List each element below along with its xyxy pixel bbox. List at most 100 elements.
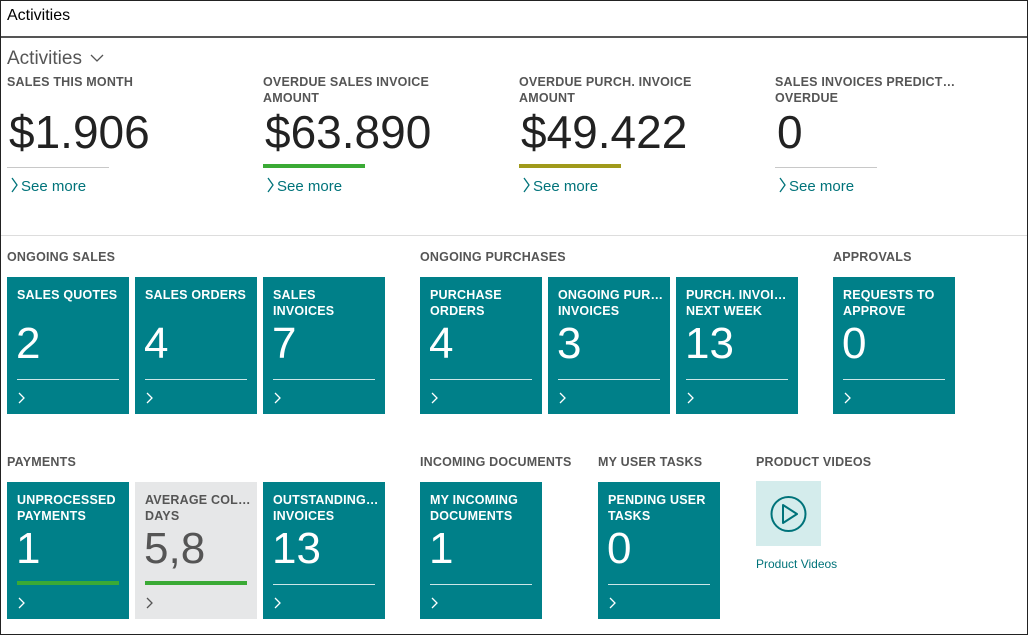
kpi-indicator (775, 167, 877, 168)
see-more-link[interactable]: See more (266, 177, 342, 197)
tile-value: 4 (429, 319, 454, 368)
chevron-right (844, 392, 851, 404)
chevron-right (146, 392, 153, 404)
group-title: PRODUCT VIDEOS (756, 455, 872, 469)
tile[interactable]: REQUESTS TO APPROVE 0 (833, 277, 955, 414)
tile-divider (843, 379, 945, 380)
tile-divider (608, 584, 710, 585)
kpi-value: 0 (777, 106, 803, 158)
see-more-text[interactable]: See more (533, 178, 599, 195)
group-title: INCOMING DOCUMENTS (420, 455, 572, 469)
kpi-label: SALES INVOICES PREDICT… OVERDUE (775, 75, 956, 105)
tile[interactable]: PURCH. INVOI… NEXT WEEK 13 (676, 277, 798, 414)
tile-value: 13 (685, 319, 734, 368)
see-more-text[interactable]: See more (789, 178, 855, 195)
tile-divider (430, 584, 532, 585)
tile[interactable]: PENDING USER TASKS 0 (598, 482, 720, 619)
tile-chevron (843, 391, 853, 409)
kpi-label: OVERDUE PURCH. INVOICE AMOUNT (519, 75, 692, 105)
chevron-right (523, 177, 530, 193)
tile-label: SALES INVOICES (273, 288, 335, 318)
group-title: PAYMENTS (7, 455, 76, 469)
chevron-right (18, 392, 25, 404)
kpi-value: $1.906 (9, 106, 150, 158)
tile-divider (686, 379, 788, 380)
tile-label: UNPROCESSED PAYMENTS (17, 493, 116, 523)
tile-indicator (17, 581, 119, 585)
chevron-right (274, 392, 281, 404)
chevron-right (609, 597, 616, 609)
tile-chevron (273, 596, 283, 614)
section-divider (1, 235, 1027, 236)
tile-value: 2 (16, 319, 41, 368)
group-title: APPROVALS (833, 250, 912, 264)
tile-indicator (145, 581, 247, 585)
tile-label: SALES QUOTES (17, 288, 118, 302)
tile[interactable]: SALES INVOICES 7 (263, 277, 385, 414)
chevron-right (431, 597, 438, 609)
tile-chevron (145, 391, 155, 409)
chevron-right (431, 392, 438, 404)
play-icon (770, 496, 807, 532)
tile-divider (273, 584, 375, 585)
kpi-label: SALES THIS MONTH (7, 75, 134, 89)
chevron-down (90, 54, 104, 62)
section-title-text[interactable]: Activities (7, 48, 82, 69)
see-more-link[interactable]: See more (778, 177, 854, 197)
tile[interactable]: SALES QUOTES 2 (7, 277, 129, 414)
tile-value: 1 (16, 524, 41, 573)
see-more-text[interactable]: See more (277, 178, 343, 195)
kpi-indicator (7, 167, 109, 168)
tile-divider (558, 379, 660, 380)
chevron-right (274, 597, 281, 609)
chevron-right (687, 392, 694, 404)
video-tile[interactable] (756, 481, 821, 546)
tile-chevron (608, 596, 618, 614)
header-divider (1, 36, 1027, 38)
tile-label: REQUESTS TO APPROVE (843, 288, 935, 318)
group-title: MY USER TASKS (598, 455, 703, 469)
tile-divider (273, 379, 375, 380)
tile-chevron (273, 391, 283, 409)
tile-label: AVERAGE COL… DAYS (145, 493, 251, 523)
tile-label: MY INCOMING DOCUMENTS (430, 493, 519, 523)
tile-value: 5,8 (144, 524, 206, 573)
tile-divider (430, 379, 532, 380)
chevron-right (559, 392, 566, 404)
tile-value: 0 (842, 319, 867, 368)
tile[interactable]: UNPROCESSED PAYMENTS 1 (7, 482, 129, 619)
chevron-right (18, 597, 25, 609)
tile-divider (145, 379, 247, 380)
kpi-value: $63.890 (265, 106, 432, 158)
tile-label: PENDING USER TASKS (608, 493, 706, 523)
tile[interactable]: ONGOING PUR… INVOICES 3 (548, 277, 670, 414)
tile-chevron (17, 596, 27, 614)
see-more-link[interactable]: See more (10, 177, 86, 197)
page-header: Activities (7, 7, 71, 24)
tile-chevron (430, 391, 440, 409)
kpi-indicator (519, 164, 621, 168)
tile-value: 4 (144, 319, 169, 368)
tile-divider (17, 379, 119, 380)
kpi-label: OVERDUE SALES INVOICE AMOUNT (263, 75, 430, 105)
tile-chevron (686, 391, 696, 409)
tile[interactable]: MY INCOMING DOCUMENTS 1 (420, 482, 542, 619)
chevron-right (779, 177, 786, 193)
see-more-link[interactable]: See more (522, 177, 598, 197)
see-more-text[interactable]: See more (21, 178, 87, 195)
kpi-value: $49.422 (521, 106, 688, 158)
tile[interactable]: PURCHASE ORDERS 4 (420, 277, 542, 414)
chevron-right (146, 597, 153, 609)
tile-label: PURCHASE ORDERS (430, 288, 502, 318)
section-title[interactable]: Activities (7, 48, 105, 70)
tile[interactable]: AVERAGE COL… DAYS 5,8 (135, 482, 257, 619)
tile-value: 0 (607, 524, 632, 573)
tile-label: SALES ORDERS (145, 288, 247, 302)
tile-chevron (558, 391, 568, 409)
video-label[interactable]: Product Videos (756, 557, 838, 571)
group-title: ONGOING PURCHASES (420, 250, 566, 264)
tile[interactable]: SALES ORDERS 4 (135, 277, 257, 414)
tile[interactable]: OUTSTANDING… INVOICES 13 (263, 482, 385, 619)
tile-chevron (430, 596, 440, 614)
